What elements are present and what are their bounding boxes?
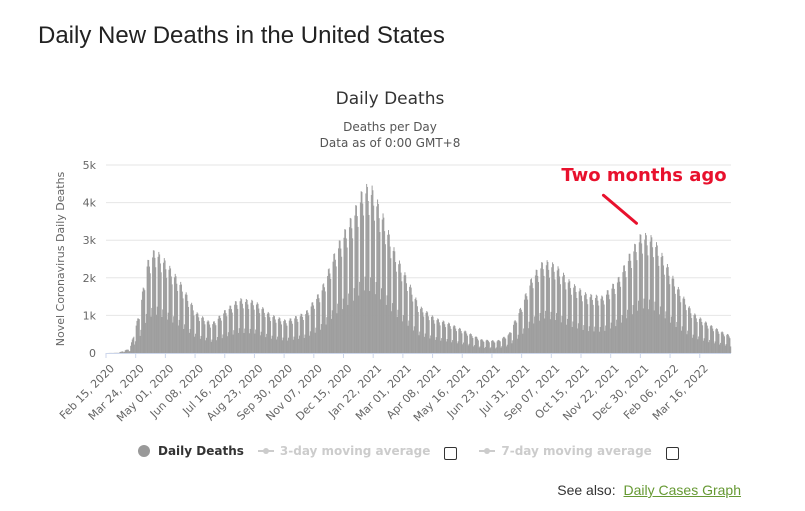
legend-item-3-day-average[interactable]: 3-day moving average: [258, 444, 465, 458]
y-tick-label: 3k: [83, 234, 97, 247]
y-tick-label: 4k: [83, 197, 97, 210]
y-tick-label: 1k: [83, 309, 97, 322]
bar-daily-deaths[interactable]: [730, 346, 731, 353]
series-marker-icon: [138, 445, 150, 457]
y-tick-label: 0: [89, 347, 96, 360]
chart-subtitle-line-1: Deaths per Day: [343, 120, 437, 134]
y-tick-label: 5k: [83, 159, 97, 172]
bar-series: [107, 184, 731, 353]
line-marker-icon: [479, 445, 495, 457]
chart-legend: Daily Deaths 3-day moving average 7-day …: [138, 440, 701, 462]
legend-item-7-day-average[interactable]: 7-day moving average: [479, 444, 686, 458]
line-marker-icon: [258, 445, 274, 457]
see-also: See also: Daily Cases Graph: [557, 482, 741, 498]
legend-label: 3-day moving average: [280, 444, 430, 458]
chart-subtitle-line-2: Data as of 0:00 GMT+8: [320, 136, 461, 150]
legend-label: 7-day moving average: [501, 444, 651, 458]
y-tick-label: 2k: [83, 272, 97, 285]
7-day-average-checkbox[interactable]: [666, 447, 679, 460]
daily-cases-graph-link[interactable]: Daily Cases Graph: [624, 482, 742, 498]
chart-title: Daily Deaths: [336, 89, 445, 109]
legend-label: Daily Deaths: [158, 444, 244, 458]
y-axis-title: Novel Coronavirus Daily Deaths: [54, 171, 67, 346]
annotation-arrow: [603, 195, 636, 223]
see-also-label: See also:: [557, 482, 615, 498]
legend-item-daily-deaths[interactable]: Daily Deaths: [138, 444, 244, 458]
3-day-average-checkbox[interactable]: [444, 447, 457, 460]
annotation-label: Two months ago: [561, 165, 726, 186]
